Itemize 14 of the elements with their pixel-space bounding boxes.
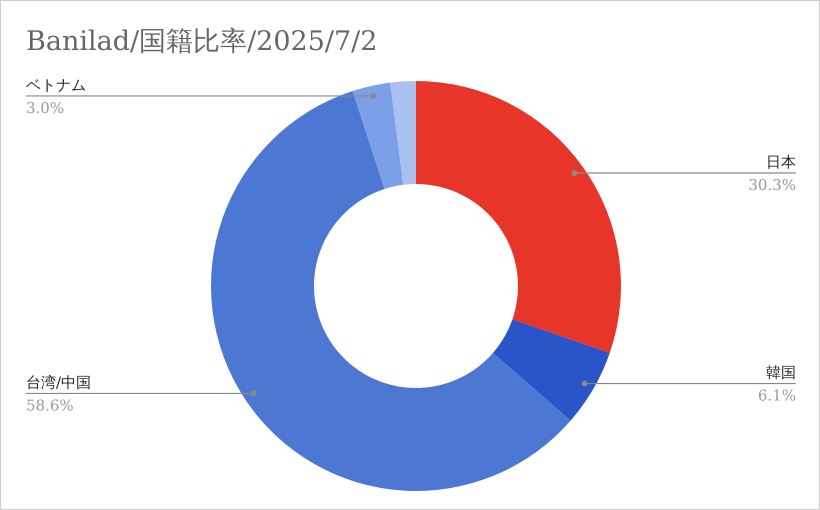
- donut-slice: [390, 81, 416, 185]
- donut-slice: [492, 319, 610, 421]
- data-label: 6.1%: [758, 386, 796, 405]
- slice-label: 台湾/中国: [26, 373, 92, 392]
- data-label: 58.6%: [26, 396, 74, 414]
- donut-slice: [416, 81, 621, 354]
- data-label: 30.3%: [748, 176, 796, 194]
- chart-title: Banilad/国籍比率/2025/7/2: [26, 25, 378, 59]
- slice-label: ベトナム: [26, 76, 86, 94]
- data-label: 3.0%: [26, 98, 64, 117]
- donut-slice: [352, 82, 404, 189]
- slice-label: 日本: [766, 153, 796, 172]
- slice-label: 韓国: [766, 364, 796, 382]
- donut-slice: [211, 91, 571, 491]
